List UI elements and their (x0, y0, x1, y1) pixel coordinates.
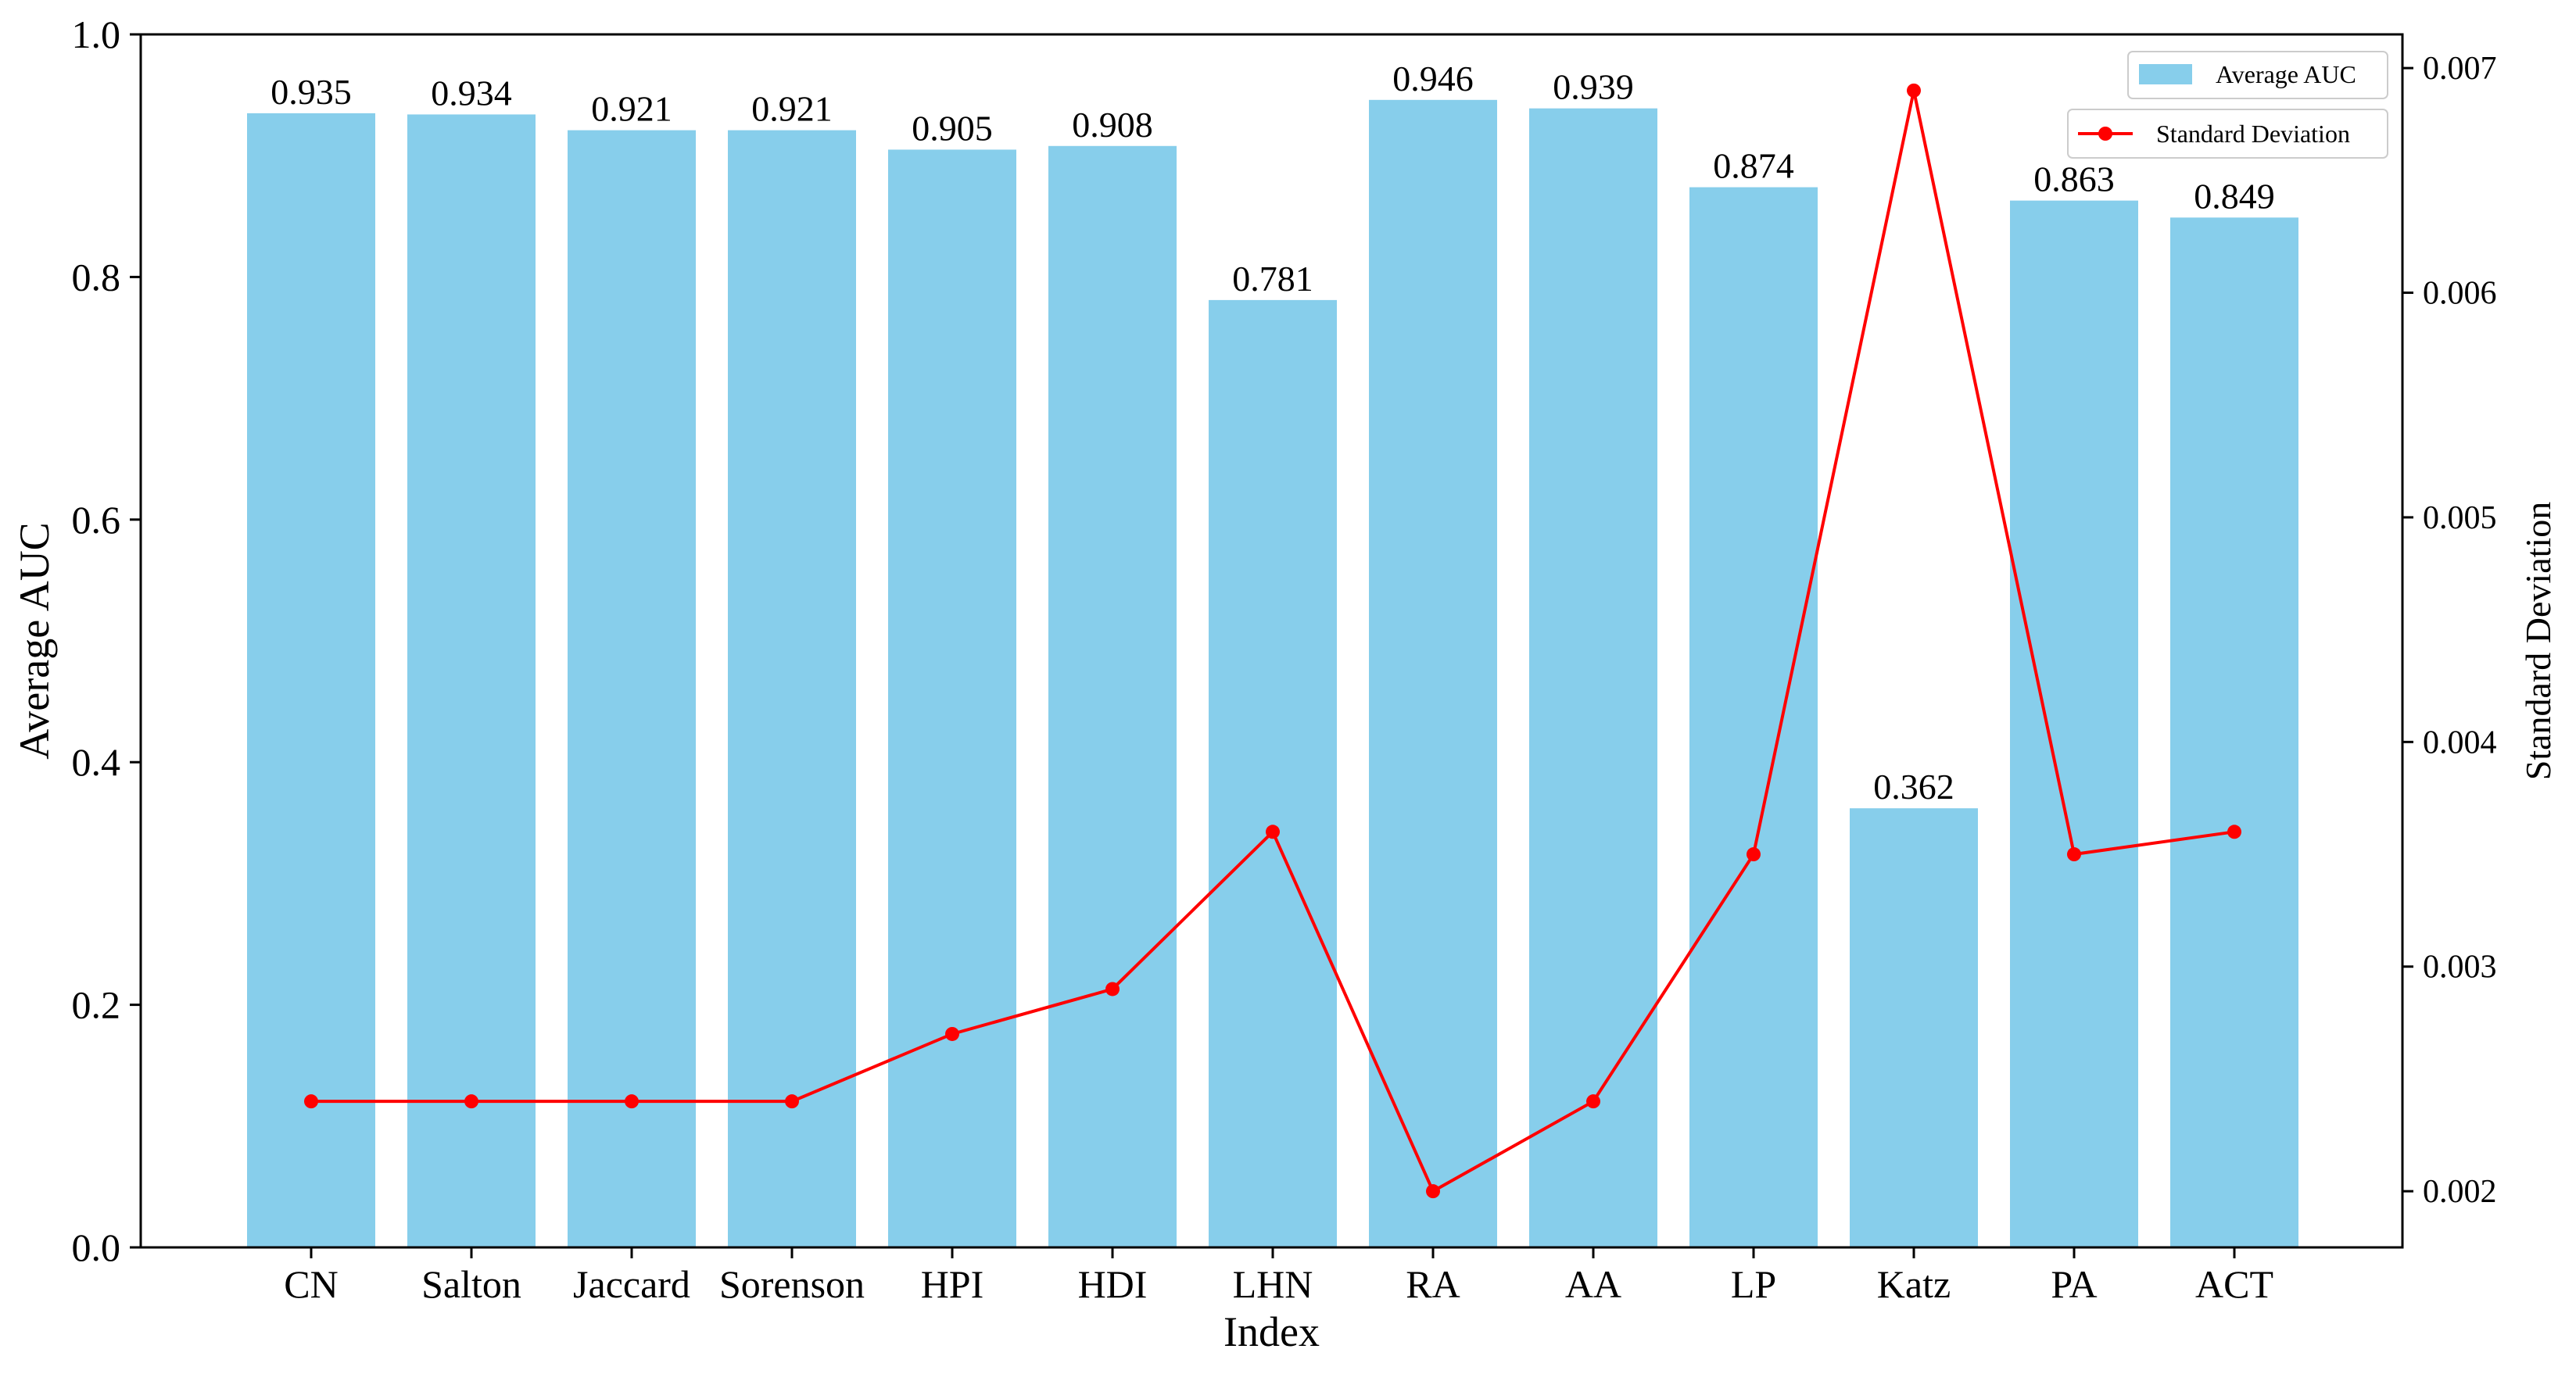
y2-tick-label: 0.005 (2423, 500, 2497, 536)
x-tick-label: Jaccard (573, 1262, 690, 1306)
y-tick-label: 0.6 (72, 498, 121, 542)
y-tick-label: 0.0 (72, 1226, 121, 1269)
bar-value-label: 0.781 (1232, 259, 1313, 299)
x-tick-label: RA (1406, 1262, 1460, 1306)
y2-tick-label: 0.004 (2423, 725, 2497, 760)
std-point-katz (1907, 83, 1921, 98)
bar-value-label: 0.849 (2194, 176, 2275, 216)
x-tick-label: CN (284, 1262, 338, 1306)
bar-jaccard (568, 130, 696, 1247)
bar-value-label: 0.934 (431, 73, 512, 113)
bar-value-label: 0.905 (912, 108, 993, 148)
std-point-lhn (1266, 825, 1280, 839)
y-tick-label: 0.8 (72, 255, 121, 299)
x-tick-label: AA (1565, 1262, 1621, 1306)
std-point-pa (2067, 847, 2081, 862)
bar-value-label: 0.921 (591, 89, 672, 129)
y-tick-label: 0.4 (72, 740, 121, 784)
x-tick-label: HDI (1078, 1262, 1148, 1306)
bar-hdi (1048, 145, 1177, 1248)
std-point-cn (304, 1094, 318, 1109)
bar-lp (1689, 187, 1818, 1247)
x-tick-label: Sorenson (719, 1262, 865, 1306)
y2-tick-label: 0.003 (2423, 950, 2497, 986)
bar-ra (1369, 99, 1497, 1248)
legend-swatch-std-marker (2098, 127, 2112, 141)
bar-act (2170, 217, 2298, 1247)
std-point-act (2227, 825, 2241, 839)
y2-tick-label: 0.006 (2423, 276, 2497, 312)
std-point-sorenson (785, 1094, 799, 1109)
bar-salton (407, 114, 536, 1247)
legend-box-std (2067, 109, 2388, 159)
bar-pa (2010, 200, 2138, 1247)
y-axis-title: Average AUC (11, 522, 58, 759)
bar-value-label: 0.362 (1873, 767, 1954, 807)
std-point-hdi (1105, 982, 1120, 997)
x-tick-label: Katz (1877, 1262, 1951, 1306)
bar-value-label: 0.874 (1713, 146, 1794, 186)
y2-axis-title: Standard Deviation (2518, 502, 2558, 780)
std-point-lp (1747, 847, 1761, 862)
std-point-ra (1426, 1184, 1440, 1199)
x-tick-label: LHN (1233, 1262, 1313, 1306)
std-point-aa (1586, 1094, 1600, 1109)
bar-lhn (1209, 299, 1337, 1248)
x-axis-title: Index (1224, 1308, 1320, 1355)
bar-value-label: 0.939 (1553, 67, 1634, 107)
y2-tick-label: 0.002 (2423, 1174, 2497, 1210)
y2-tick-label: 0.007 (2423, 51, 2497, 87)
x-tick-label: HPI (921, 1262, 984, 1306)
bar-aa (1529, 108, 1657, 1247)
bar-sorenson (728, 130, 856, 1247)
x-tick-label: Salton (421, 1262, 521, 1306)
bar-value-label: 0.935 (270, 72, 352, 112)
bar-hpi (888, 149, 1016, 1248)
legend-swatch-auc (2139, 64, 2192, 84)
std-point-salton (464, 1094, 478, 1109)
std-point-hpi (945, 1026, 959, 1041)
y-tick-label: 0.2 (72, 983, 121, 1027)
bar-value-label: 0.921 (751, 89, 833, 129)
bar-value-label: 0.863 (2033, 159, 2115, 199)
x-tick-label: PA (2051, 1262, 2097, 1306)
legend-label-auc: Average AUC (2216, 60, 2356, 88)
bar-value-label: 0.946 (1392, 59, 1474, 98)
bar-katz (1850, 808, 1978, 1247)
legend-box-auc (2127, 51, 2388, 99)
std-point-jaccard (625, 1094, 639, 1109)
y-tick-label: 1.0 (72, 13, 121, 56)
bar-cn (247, 113, 375, 1247)
x-tick-label: ACT (2195, 1262, 2273, 1306)
legend-label-std: Standard Deviation (2156, 120, 2350, 148)
bar-value-label: 0.908 (1072, 105, 1153, 145)
x-tick-label: LP (1731, 1262, 1776, 1306)
